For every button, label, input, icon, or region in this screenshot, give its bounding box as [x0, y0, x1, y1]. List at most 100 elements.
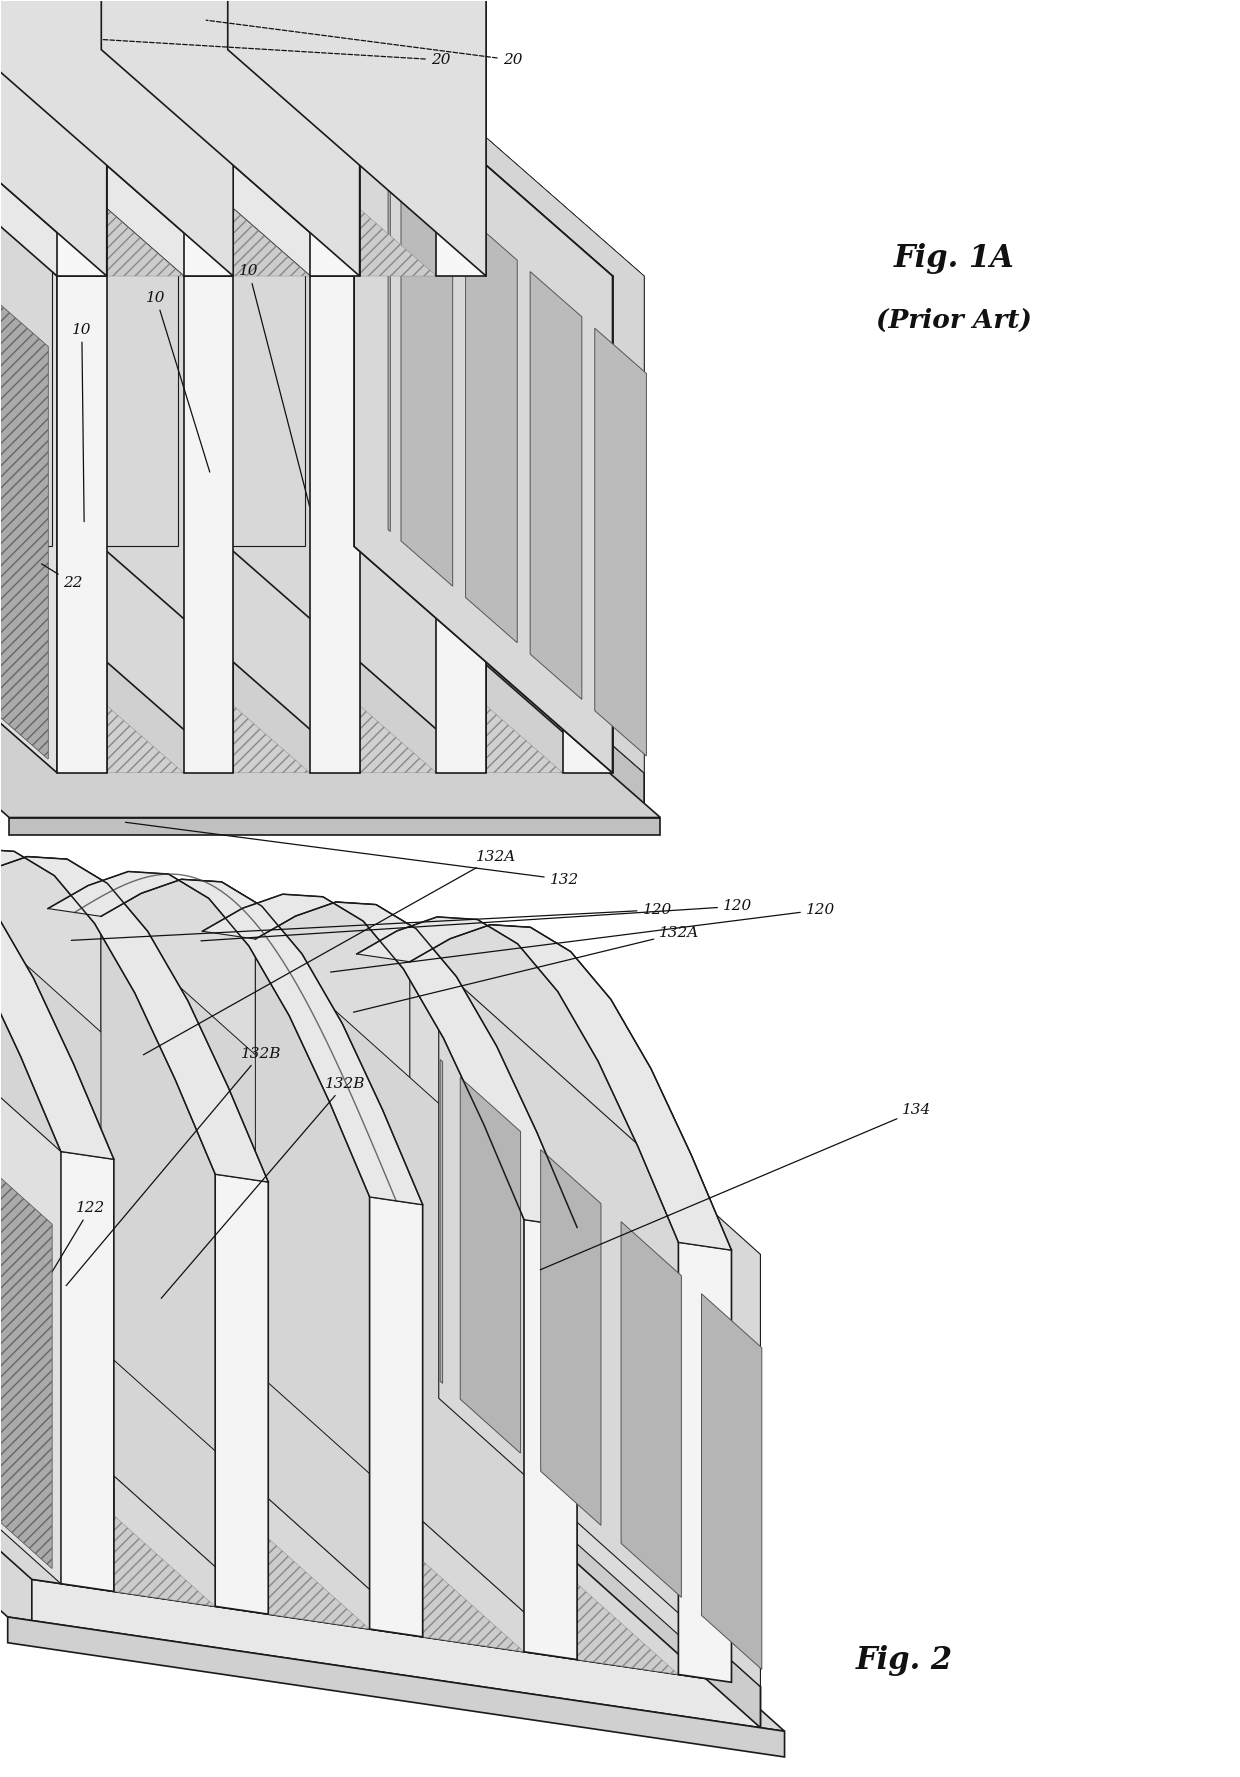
Polygon shape [370, 1198, 423, 1637]
Text: 20: 20 [206, 20, 522, 68]
Text: 132A: 132A [144, 849, 516, 1056]
Polygon shape [531, 272, 582, 700]
Polygon shape [0, 50, 310, 275]
Polygon shape [228, 547, 563, 773]
Polygon shape [0, 50, 107, 275]
Polygon shape [0, 50, 184, 275]
Polygon shape [0, 1167, 52, 1569]
Polygon shape [0, 849, 268, 1182]
Text: 134: 134 [541, 1104, 931, 1271]
Polygon shape [0, 50, 233, 275]
Polygon shape [0, 50, 233, 773]
Polygon shape [52, 50, 360, 275]
Polygon shape [310, 0, 360, 275]
Polygon shape [439, 967, 760, 1686]
Text: 20: 20 [102, 39, 450, 68]
Polygon shape [100, 1349, 525, 1653]
Polygon shape [595, 329, 646, 755]
Polygon shape [0, 1326, 370, 1630]
Polygon shape [0, 547, 310, 773]
Polygon shape [255, 903, 577, 1660]
Polygon shape [0, 547, 644, 773]
Polygon shape [310, 275, 360, 773]
Polygon shape [460, 1077, 521, 1454]
Polygon shape [436, 275, 486, 773]
Polygon shape [0, 871, 114, 1592]
Polygon shape [255, 938, 577, 1660]
Polygon shape [179, 50, 486, 275]
Polygon shape [228, 50, 486, 773]
Polygon shape [0, 0, 233, 275]
Polygon shape [678, 1242, 732, 1683]
Polygon shape [7, 1617, 785, 1757]
Polygon shape [184, 275, 233, 773]
Polygon shape [401, 158, 453, 586]
Polygon shape [202, 894, 577, 1228]
Polygon shape [465, 215, 517, 643]
Polygon shape [355, 50, 613, 773]
Polygon shape [102, 50, 360, 773]
Polygon shape [100, 880, 423, 1637]
Text: 22: 22 [42, 563, 83, 590]
Text: (Prior Art): (Prior Art) [877, 307, 1032, 334]
Polygon shape [386, 50, 644, 773]
Polygon shape [57, 275, 107, 773]
Polygon shape [0, 826, 114, 1159]
Polygon shape [409, 924, 732, 1683]
Polygon shape [386, 547, 644, 817]
Polygon shape [621, 1221, 682, 1598]
Polygon shape [228, 0, 486, 275]
Polygon shape [184, 0, 233, 275]
Polygon shape [563, 275, 613, 773]
Text: 120: 120 [71, 903, 672, 940]
Polygon shape [0, 547, 184, 773]
Text: Fig. 2: Fig. 2 [856, 1646, 954, 1676]
Text: 10: 10 [72, 323, 92, 522]
Polygon shape [26, 773, 644, 817]
Polygon shape [436, 0, 486, 275]
Polygon shape [355, 50, 613, 773]
Text: 120: 120 [331, 903, 835, 972]
Text: 132B: 132B [161, 1077, 366, 1299]
Polygon shape [0, 585, 661, 817]
Polygon shape [357, 917, 732, 1249]
Polygon shape [386, 50, 644, 773]
Polygon shape [0, 50, 57, 773]
Polygon shape [0, 1317, 785, 1731]
Text: 122: 122 [17, 1201, 105, 1329]
Text: Fig. 1A: Fig. 1A [894, 243, 1014, 274]
Polygon shape [102, 50, 179, 547]
Polygon shape [0, 304, 48, 759]
Polygon shape [228, 50, 305, 547]
Polygon shape [0, 857, 268, 1614]
Polygon shape [386, 50, 644, 773]
Polygon shape [102, 547, 436, 773]
Polygon shape [440, 1059, 443, 1383]
Polygon shape [216, 1175, 268, 1614]
Polygon shape [305, 50, 613, 275]
Polygon shape [0, 833, 114, 1592]
Polygon shape [525, 1219, 577, 1660]
Text: 10: 10 [239, 265, 310, 506]
Polygon shape [102, 50, 436, 275]
Polygon shape [100, 917, 423, 1637]
Polygon shape [388, 147, 391, 531]
Text: 132A: 132A [353, 926, 699, 1013]
Polygon shape [0, 894, 268, 1614]
Polygon shape [0, 1303, 216, 1606]
Polygon shape [32, 1580, 760, 1727]
Polygon shape [0, 864, 61, 1583]
Text: 132: 132 [125, 823, 579, 887]
Polygon shape [102, 0, 360, 275]
Polygon shape [0, 1167, 52, 1569]
Text: 132B: 132B [66, 1047, 281, 1285]
Polygon shape [0, 1292, 760, 1686]
Polygon shape [541, 1150, 601, 1525]
Polygon shape [0, 304, 48, 759]
Polygon shape [9, 817, 661, 835]
Polygon shape [0, 50, 52, 547]
Polygon shape [386, 50, 644, 773]
Text: 120: 120 [201, 899, 753, 940]
Polygon shape [702, 1294, 761, 1669]
Polygon shape [439, 1398, 760, 1727]
